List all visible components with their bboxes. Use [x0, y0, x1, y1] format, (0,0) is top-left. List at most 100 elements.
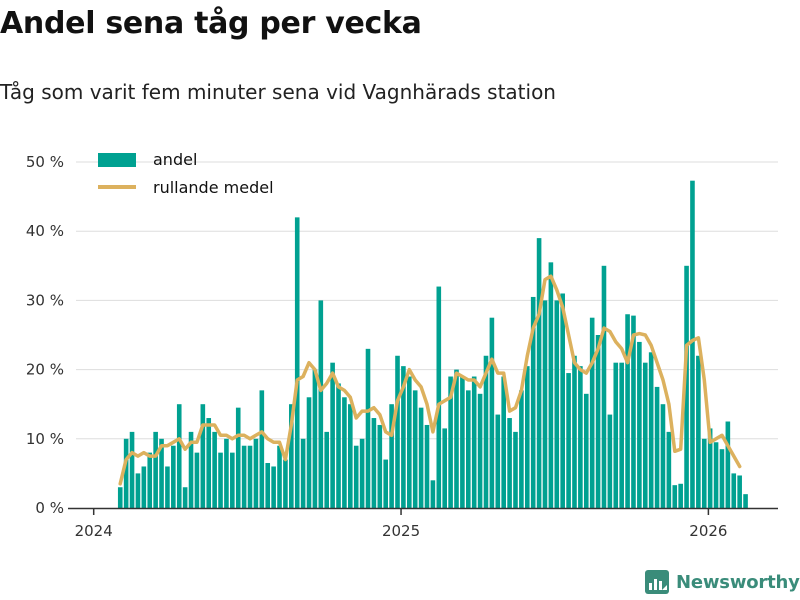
bar-andel [460, 376, 465, 508]
bar-andel [696, 355, 701, 508]
bar-andel [348, 404, 353, 508]
bar-andel [690, 180, 695, 508]
bar-andel [123, 438, 129, 508]
bar-andel [595, 335, 601, 508]
bar-andel [536, 238, 542, 508]
bar-andel [330, 362, 335, 508]
bar-andel [542, 300, 548, 508]
bar-andel [454, 369, 459, 508]
bar-andel [407, 376, 412, 508]
chart-subtitle: Tåg som varit fem minuter sena vid Vagnh… [0, 80, 556, 104]
bar-andel [554, 300, 560, 508]
legend-swatch-andel [98, 153, 136, 167]
bar-andel [483, 355, 489, 508]
bar-andel [701, 438, 707, 508]
bar-andel [430, 480, 436, 508]
bar-andel [171, 445, 176, 508]
bar-andel [619, 362, 624, 508]
bar-andel [436, 286, 442, 508]
bar-andel [642, 362, 648, 508]
bar-andel [182, 487, 188, 508]
bar-andel [271, 466, 276, 508]
gridlines [76, 161, 778, 440]
y-tick-label: 20 % [26, 361, 64, 379]
bar-andel [424, 424, 430, 508]
bar-andel [737, 475, 742, 508]
y-tick-label: 30 % [26, 291, 64, 309]
bar-andel [159, 438, 164, 508]
bar-andel [353, 445, 359, 508]
bar-andel [666, 431, 672, 508]
bar-andel [519, 390, 524, 508]
bar-andel [218, 452, 223, 508]
bar-andel [548, 262, 554, 508]
bar-andel [648, 352, 654, 508]
bar-andel [625, 314, 630, 508]
brand-logo: Newsworthy [645, 570, 800, 594]
bar-andel [660, 404, 666, 508]
y-tick-label: 10 % [26, 430, 64, 448]
bar-andel [176, 404, 182, 508]
y-tick-label: 50 % [26, 153, 64, 171]
bar-chart-logo-icon [645, 570, 669, 594]
bar-andel [194, 452, 200, 508]
bar-andel [418, 407, 424, 508]
bar-andel [153, 431, 158, 508]
bar-andel [206, 418, 212, 508]
bar-andel [283, 459, 288, 508]
bar-andel [607, 414, 613, 508]
bar-andel [489, 317, 495, 508]
bar-andel [359, 438, 365, 508]
y-tick-label: 40 % [26, 222, 64, 240]
legend-label-rullande-medel: rullande medel [153, 178, 274, 197]
x-axis: 2024 2025 2026 [68, 507, 778, 540]
bar-andel [707, 428, 713, 508]
bar-andel [230, 452, 235, 508]
bar-andel [613, 362, 619, 508]
x-tick-label: 2025 [382, 522, 420, 540]
bar-andel [200, 404, 206, 508]
legend: andel rullande medel [98, 150, 274, 197]
bar-andel [501, 376, 506, 508]
bar-andel [401, 366, 406, 508]
bar-andel [265, 463, 271, 508]
rullande-medel-line-group [118, 274, 742, 486]
bar-andel [306, 397, 312, 508]
x-tick-label: 2026 [689, 522, 727, 540]
bar-andel [471, 376, 477, 508]
bar-andel [135, 473, 141, 508]
bar-andel [188, 431, 194, 508]
bar-andel [336, 383, 341, 508]
bar-andel [212, 431, 217, 508]
y-tick-label: 0 % [35, 499, 64, 517]
bar-andel [277, 445, 282, 508]
bar-andel [442, 428, 447, 508]
bar-andel [560, 293, 565, 508]
bar-andel [743, 494, 748, 508]
andel-bars [117, 180, 748, 509]
bar-andel [672, 485, 678, 508]
brand-name: Newsworthy [676, 571, 800, 593]
bar-andel [324, 431, 330, 508]
bar-andel [631, 315, 636, 508]
bar-andel [342, 397, 347, 508]
bar-andel [654, 386, 660, 508]
bar-andel [465, 390, 471, 508]
bar-andel [513, 431, 518, 508]
bar-andel [684, 265, 689, 508]
legend-label-andel: andel [153, 150, 197, 169]
bar-andel [713, 442, 719, 508]
bar-andel [365, 348, 371, 508]
bar-andel [253, 438, 259, 508]
bar-andel [289, 404, 294, 508]
bar-andel [300, 438, 306, 508]
bar-andel [224, 438, 229, 508]
bar-andel [725, 421, 731, 508]
y-axis-tick-labels: 0 % 10 % 20 % 30 % 40 % 50 % [26, 153, 64, 517]
bar-andel [448, 376, 453, 508]
bar-andel [395, 355, 400, 508]
bar-andel [165, 466, 170, 508]
bar-andel [731, 473, 737, 508]
bar-andel [601, 265, 607, 508]
bar-andel [572, 355, 577, 508]
